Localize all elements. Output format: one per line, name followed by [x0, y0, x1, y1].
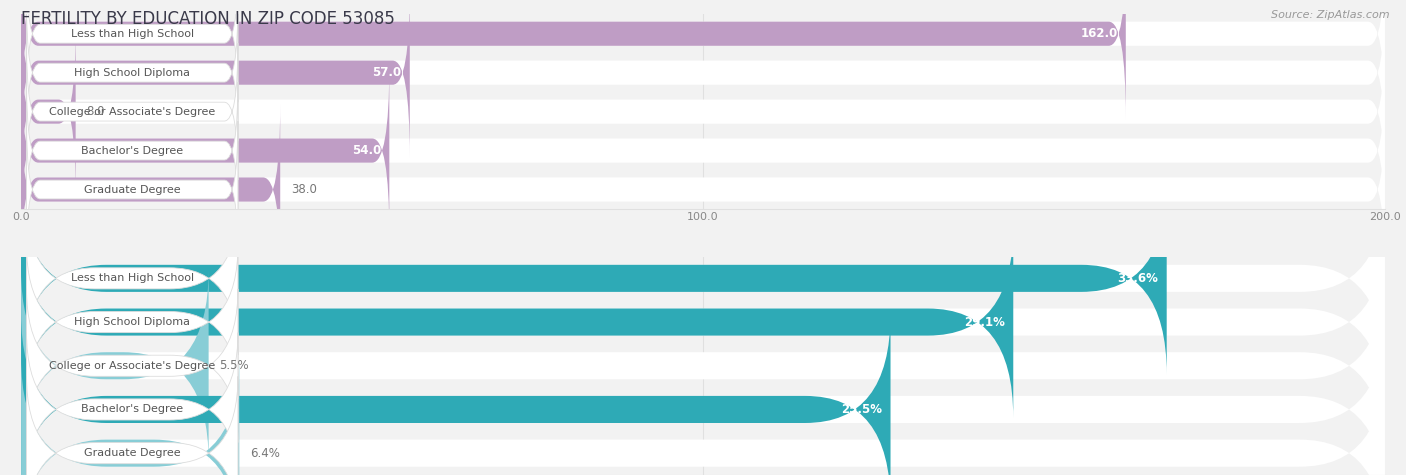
FancyBboxPatch shape [27, 43, 238, 180]
Text: Graduate Degree: Graduate Degree [84, 448, 180, 458]
Text: 29.1%: 29.1% [965, 315, 1005, 329]
Text: 38.0: 38.0 [291, 183, 316, 196]
FancyBboxPatch shape [21, 0, 409, 158]
FancyBboxPatch shape [27, 376, 238, 475]
Text: 54.0: 54.0 [352, 144, 381, 157]
Text: High School Diploma: High School Diploma [75, 67, 190, 78]
Text: Less than High School: Less than High School [70, 28, 194, 39]
FancyBboxPatch shape [21, 0, 1126, 119]
FancyBboxPatch shape [21, 65, 1385, 236]
FancyBboxPatch shape [21, 314, 890, 475]
Text: 25.5%: 25.5% [841, 403, 883, 416]
FancyBboxPatch shape [21, 183, 1385, 374]
FancyBboxPatch shape [21, 0, 1385, 119]
FancyBboxPatch shape [27, 332, 238, 475]
Text: 57.0: 57.0 [373, 66, 402, 79]
FancyBboxPatch shape [27, 4, 238, 141]
FancyBboxPatch shape [21, 183, 1167, 374]
Text: Bachelor's Degree: Bachelor's Degree [82, 145, 183, 156]
FancyBboxPatch shape [21, 26, 76, 197]
FancyBboxPatch shape [27, 82, 238, 219]
FancyBboxPatch shape [21, 227, 1014, 418]
FancyBboxPatch shape [27, 289, 238, 443]
Text: 5.5%: 5.5% [219, 359, 249, 372]
FancyBboxPatch shape [21, 104, 280, 275]
Text: Bachelor's Degree: Bachelor's Degree [82, 404, 183, 415]
Text: FERTILITY BY EDUCATION IN ZIP CODE 53085: FERTILITY BY EDUCATION IN ZIP CODE 53085 [21, 10, 395, 28]
Text: 6.4%: 6.4% [250, 446, 280, 460]
FancyBboxPatch shape [21, 227, 1385, 418]
FancyBboxPatch shape [21, 270, 1385, 461]
FancyBboxPatch shape [27, 201, 238, 355]
Text: Graduate Degree: Graduate Degree [84, 184, 180, 195]
FancyBboxPatch shape [21, 26, 1385, 197]
FancyBboxPatch shape [21, 0, 1385, 158]
FancyBboxPatch shape [27, 0, 238, 102]
FancyBboxPatch shape [21, 65, 389, 236]
FancyBboxPatch shape [21, 358, 1385, 475]
Text: High School Diploma: High School Diploma [75, 317, 190, 327]
Text: 162.0: 162.0 [1080, 27, 1118, 40]
Text: College or Associate's Degree: College or Associate's Degree [49, 106, 215, 117]
Text: 33.6%: 33.6% [1118, 272, 1159, 285]
FancyBboxPatch shape [21, 314, 1385, 475]
Text: 8.0: 8.0 [87, 105, 105, 118]
Text: Source: ZipAtlas.com: Source: ZipAtlas.com [1271, 10, 1389, 19]
FancyBboxPatch shape [27, 245, 238, 399]
FancyBboxPatch shape [21, 270, 208, 461]
Text: Less than High School: Less than High School [70, 273, 194, 284]
FancyBboxPatch shape [21, 104, 1385, 275]
FancyBboxPatch shape [21, 358, 239, 475]
FancyBboxPatch shape [27, 121, 238, 258]
Text: College or Associate's Degree: College or Associate's Degree [49, 361, 215, 371]
